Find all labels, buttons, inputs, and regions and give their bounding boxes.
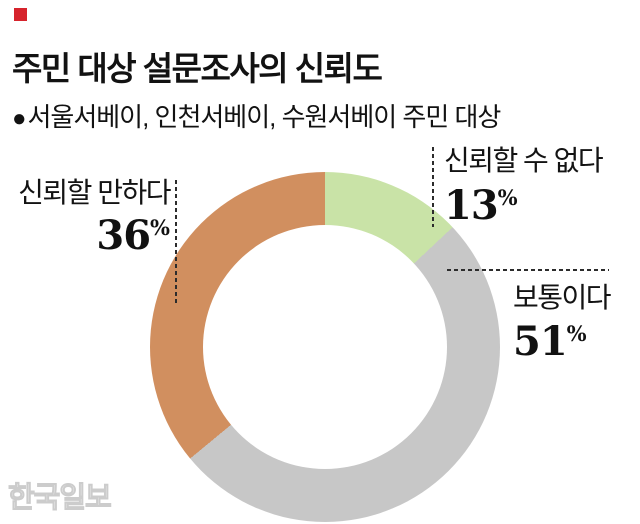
percent-sign: % [566, 320, 587, 346]
page-title: 주민 대상 설문조사의 신뢰도 [12, 50, 383, 87]
donut-chart [150, 172, 500, 522]
guide-line-untrustworthy [432, 147, 434, 227]
label-trustworthy-value: 36 [96, 211, 151, 259]
guide-line-neutral [447, 269, 609, 271]
red-accent-square-icon [14, 8, 27, 21]
label-untrustworthy: 신뢰할 수 없다 13% [444, 144, 604, 229]
label-untrustworthy-text: 신뢰할 수 없다 [444, 145, 604, 176]
label-trustworthy-text: 신뢰할 만하다 [18, 177, 171, 208]
bullet-icon: ● [12, 105, 26, 132]
subtitle-text: 서울서베이, 인천서베이, 수원서베이 주민 대상 [27, 102, 502, 132]
publisher-watermark: 한국일보 [8, 482, 113, 515]
label-neutral-text: 보통이다 [513, 282, 612, 313]
label-untrustworthy-value: 13 [444, 181, 499, 229]
subtitle: ●서울서베이, 인천서베이, 수원서베이 주민 대상 [12, 97, 502, 134]
label-neutral: 보통이다 51% [513, 281, 612, 365]
donut-hole [203, 225, 447, 469]
label-neutral-value: 51 [513, 317, 568, 365]
percent-sign: % [497, 184, 518, 210]
label-trustworthy: 신뢰할 만하다 36% [0, 176, 171, 259]
guide-line-trustworthy [175, 180, 177, 304]
percent-sign: % [150, 214, 170, 240]
